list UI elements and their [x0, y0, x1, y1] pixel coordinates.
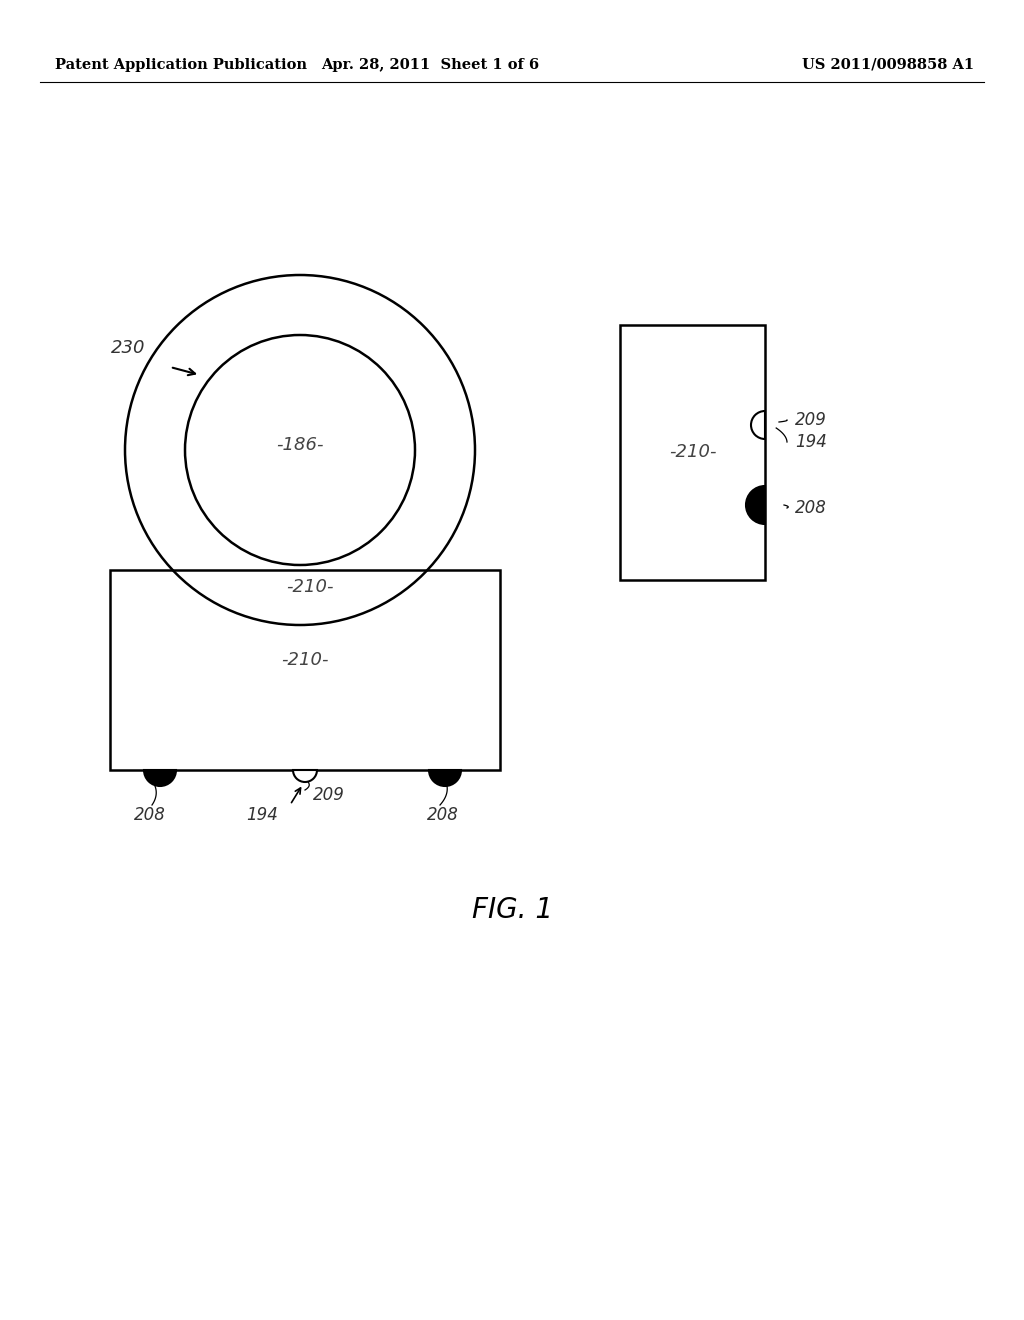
Text: 208: 208 [427, 807, 459, 824]
Text: 209: 209 [313, 785, 345, 804]
Text: FIG. 1: FIG. 1 [471, 896, 553, 924]
Text: 208: 208 [134, 807, 166, 824]
Text: -186-: -186- [276, 436, 324, 454]
Text: Apr. 28, 2011  Sheet 1 of 6: Apr. 28, 2011 Sheet 1 of 6 [321, 58, 539, 73]
Wedge shape [751, 411, 765, 440]
Wedge shape [429, 770, 461, 785]
Text: 230: 230 [111, 339, 145, 356]
Text: 209: 209 [795, 411, 826, 429]
Text: -210-: -210- [287, 578, 334, 597]
Wedge shape [293, 770, 317, 781]
Bar [110, 570, 500, 770]
Text: -210-: -210- [282, 651, 329, 669]
Text: -210-: -210- [669, 444, 716, 462]
Wedge shape [144, 770, 176, 785]
Text: 194: 194 [246, 807, 278, 824]
Text: US 2011/0098858 A1: US 2011/0098858 A1 [802, 58, 974, 73]
Bar [620, 325, 765, 579]
Wedge shape [746, 486, 765, 524]
Text: 194: 194 [795, 433, 826, 451]
Text: Patent Application Publication: Patent Application Publication [55, 58, 307, 73]
Text: 208: 208 [795, 499, 826, 517]
